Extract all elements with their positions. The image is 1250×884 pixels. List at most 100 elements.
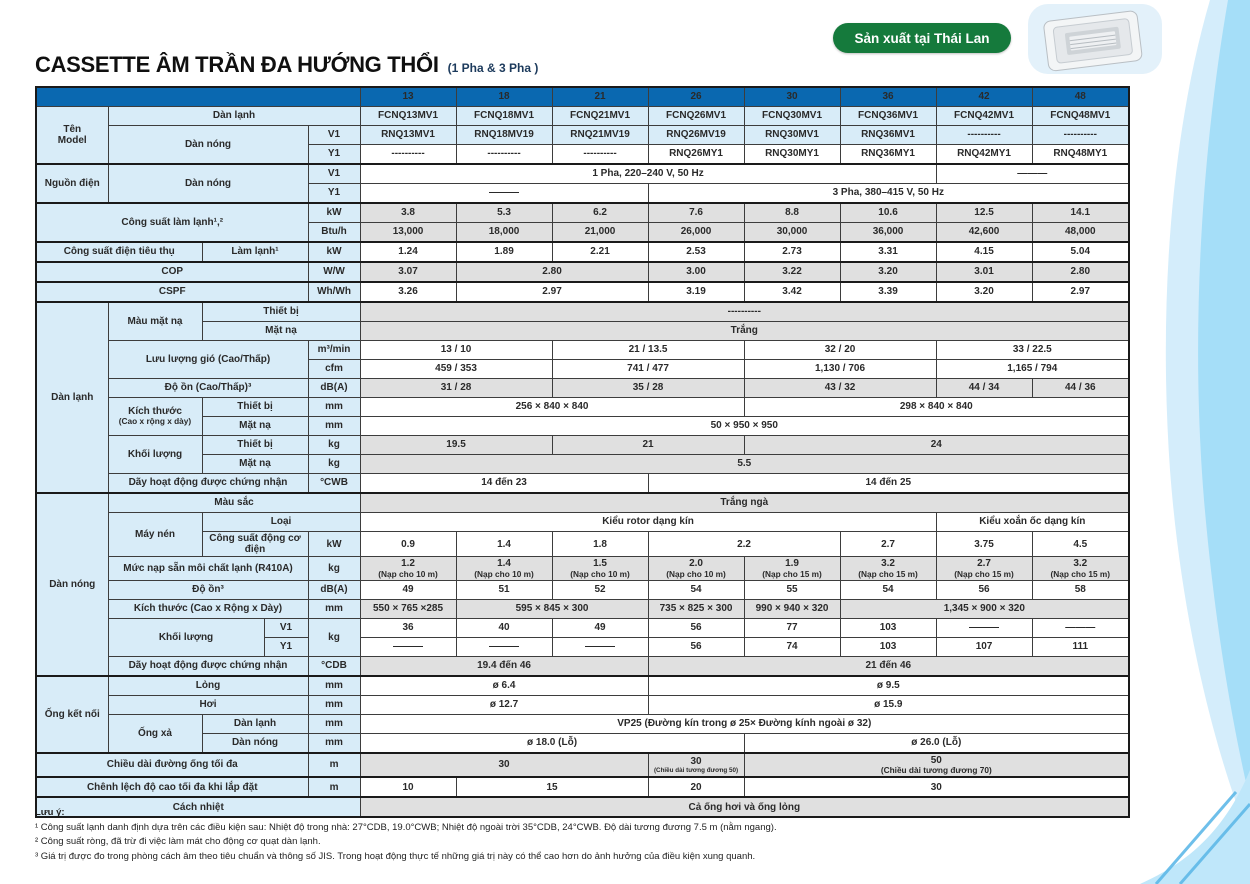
cell: 15 (455, 776, 649, 798)
cell: 550 × 765 ×285 (359, 598, 457, 619)
cell: Wh/Wh (307, 281, 361, 303)
cell: 3.20 (839, 261, 937, 283)
row-dim-indoor-unit: Kích thước (Cao x rộng x dày) Thiết bị mm 25… (36, 397, 1130, 436)
badge-label: Sản xuất tại Thái Lan (854, 30, 990, 46)
cell: 5.5 (359, 454, 1130, 474)
cell: 56 (647, 636, 745, 657)
cell: Máy nén (107, 511, 203, 558)
cell: Cả ống hơi và ống lỏng (359, 796, 1130, 818)
cell: 7.6 (647, 202, 745, 223)
cell: ——— (935, 163, 1130, 184)
cell: 3.00 (647, 261, 745, 283)
row-pipe-gas: Hơi mm ø 12.7 ø 15.9 (36, 694, 1130, 715)
cell: ø 18.0 (Lỗ) (359, 732, 745, 754)
row-drain-outdoor: Dàn nóng mm ø 18.0 (Lỗ) ø 26.0 (Lỗ) (36, 732, 1130, 754)
cell: ——— (359, 183, 649, 204)
cell: V1 (263, 617, 309, 638)
cell: cfm (307, 359, 361, 379)
cell: 19.5 (359, 435, 553, 455)
row-power-v1: Nguồn điện Dàn nóng V1 1 Pha, 220–240 V, 50… (35, 163, 1130, 204)
cell: dB(A) (307, 378, 361, 398)
cell: 44 / 36 (1031, 378, 1130, 398)
cell: 3.20 (935, 281, 1033, 303)
row-max-pipe-length: Chiều dài đường ống tối đa m 30 30 (Chiều dà… (35, 751, 1130, 778)
row-weight-outdoor-v1: Khối lượng V1 kg 36 40 49 56 77 103 ——— ——— (36, 617, 1130, 657)
cell: mm (307, 674, 361, 696)
title-suffix: (1 Pha & 3 Pha ) (447, 61, 539, 75)
cell: 3.2 (Nạp cho 15 m) (1031, 556, 1130, 581)
row-panel-color-panel: Mặt nạ Trắng (36, 321, 1130, 341)
cell: CSPF (35, 281, 309, 303)
cell: 2.73 (743, 241, 841, 263)
cell: 24 (743, 435, 1130, 455)
row-compressor-type: Máy nén Loại Kiểu rotor dạng kín Kiểu xoắn … (36, 511, 1130, 558)
cell: Trắng ngà (359, 492, 1130, 513)
cell: FCNQ26MV1 (647, 106, 745, 126)
cell: 298 × 840 × 840 (743, 397, 1130, 417)
cell: 44 / 34 (935, 378, 1033, 398)
cell: kW (307, 241, 361, 263)
cell: ---------- (455, 144, 553, 165)
cell: Thiết bị (201, 301, 361, 322)
cell: mm (307, 416, 361, 436)
cell: FCNQ21MV1 (551, 106, 649, 126)
cell (35, 86, 361, 107)
row-noise-indoor: Độ ồn (Cao/Thấp)³ dB(A) 31 / 28 35 / 28 43 /… (36, 378, 1130, 398)
row-drain-indoor: Ống xả Dàn lạnh mm VP25 (Đường kín trong ø … (36, 713, 1130, 754)
made-in-badge: Sản xuất tại Thái Lan (833, 23, 1011, 53)
row-outdoor-color: Dàn nóng Màu sắc Trắng ngà (35, 492, 1130, 677)
cell: 4.5 (1031, 530, 1130, 558)
cell: 14.1 (1031, 202, 1130, 223)
cell: ø 6.4 (359, 674, 649, 696)
cell: RNQ30MV1 (743, 125, 841, 145)
cell: 459 / 353 (359, 359, 553, 379)
row-cooling-kw: Công suất làm lạnh¹,² kW 3.8 5.3 6.2 7.6 8.8 10… (35, 202, 1130, 243)
cell: kg (307, 454, 361, 474)
cell: 3.07 (359, 261, 457, 283)
cell: 77 (743, 617, 841, 638)
cell: 3.75 (935, 530, 1033, 558)
cell: 1,130 / 706 (743, 359, 937, 379)
cell: ——— (1031, 617, 1130, 638)
cell: 21 đến 46 (647, 655, 1130, 677)
cell: 21 (551, 435, 745, 455)
cell: 1 Pha, 220–240 V, 50 Hz (359, 163, 937, 184)
cell: Dàn lạnh (107, 106, 361, 126)
cell: Mặt nạ (201, 321, 361, 341)
cell: 19.4 đến 46 (359, 655, 649, 677)
cell: 3.22 (743, 261, 841, 283)
title-text: CASSETTE ÂM TRẦN ĐA HƯỚNG THỔI (35, 52, 439, 77)
cell: ø 26.0 (Lỗ) (743, 732, 1130, 754)
cell: FCNQ42MV1 (935, 106, 1033, 126)
cell: Tên Model (35, 106, 109, 165)
note-line: ³ Giá trị được đo trong phòng cách âm th… (35, 851, 756, 863)
cell: FCNQ18MV1 (455, 106, 553, 126)
page-title: CASSETTE ÂM TRẦN ĐA HƯỚNG THỔI (1 Pha & 3… (35, 52, 538, 78)
cell: 51 (455, 579, 553, 600)
row-panel-color-unit: Dàn lạnh Màu mặt nạ Thiết bị ---------- (35, 301, 1130, 494)
cell: 2.0 (Nạp cho 10 m) (647, 556, 745, 581)
cell: 21 (551, 86, 649, 107)
cell: 54 (839, 579, 937, 600)
footnotes: Lưu ý: ¹ Công suất lạnh danh định dựa tr… (35, 806, 1105, 865)
cell: 40 (455, 617, 553, 638)
cell: 30 (743, 776, 1130, 798)
cell: Y1 (263, 636, 309, 657)
cell: Màu sắc (107, 492, 361, 513)
cell: 1.24 (359, 241, 457, 263)
cell: Y1 (307, 144, 361, 165)
cell: mm (307, 713, 361, 734)
cell: 3.39 (839, 281, 937, 303)
cell: 3.42 (743, 281, 841, 303)
cell: mm (307, 598, 361, 619)
cell: 5.3 (455, 202, 553, 223)
cell: RNQ26MY1 (647, 144, 745, 165)
cell: FCNQ36MV1 (839, 106, 937, 126)
cell: 13 (359, 86, 457, 107)
cell: 1.4 (455, 530, 553, 558)
cell: 42,600 (935, 222, 1033, 243)
cell: kW (307, 202, 361, 223)
cell: Hơi (107, 694, 309, 715)
cell: kg (307, 617, 361, 657)
cell: Dãy hoạt động được chứng nhận (107, 655, 309, 677)
